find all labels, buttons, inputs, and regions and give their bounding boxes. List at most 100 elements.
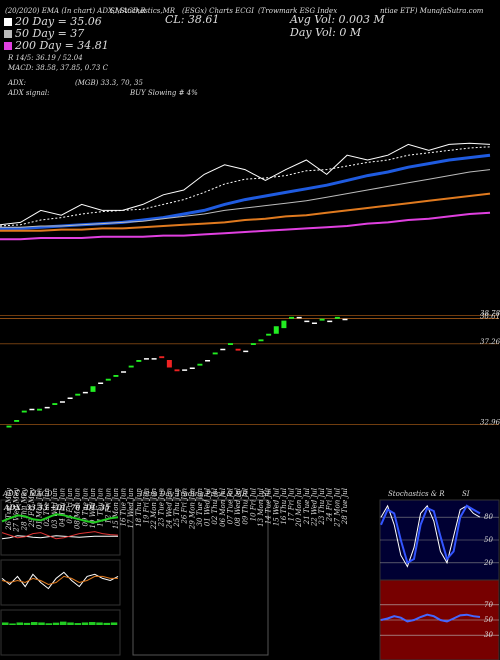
hist-box xyxy=(0,609,121,656)
y-tick-label: 38.61 xyxy=(480,313,500,321)
x-tick-label: 17 Fri Jul xyxy=(288,488,296,521)
series-line xyxy=(1,571,119,590)
panel-title: ADX & MACD xyxy=(2,490,53,498)
histogram-bar xyxy=(96,622,103,625)
x-tick-label: 02 Tue Jun xyxy=(43,488,51,527)
header-text: ntiae ETF) MunafaSutra.com xyxy=(380,7,484,15)
candle-body xyxy=(311,322,317,324)
candle-body xyxy=(220,348,226,351)
candle-body xyxy=(266,333,272,336)
candle-body xyxy=(212,352,218,355)
legend-label: 200 Day = 34.81 xyxy=(14,39,109,52)
header-text: SI,Stochastics,MR xyxy=(110,7,176,15)
candle-body xyxy=(289,316,295,319)
candle-body xyxy=(90,386,96,392)
y-tick-label: 30 xyxy=(484,631,493,639)
series-line xyxy=(1,575,118,586)
series-line xyxy=(0,146,491,227)
candle-body xyxy=(52,403,58,405)
x-tick-label: 14 Tue Jul xyxy=(265,488,273,524)
x-tick-label: 01 Mon Jun xyxy=(36,488,44,530)
series-line xyxy=(380,613,481,623)
candle-body xyxy=(67,397,73,399)
histogram-bar xyxy=(110,622,118,625)
y-tick-label: 20 xyxy=(483,559,493,567)
y-tick-label: 37.26 xyxy=(480,338,500,346)
panel-title: Intra Day Trading Price & MR xyxy=(139,490,248,498)
candle-body xyxy=(121,371,127,373)
header-text: (Trowmark ESG Index xyxy=(258,7,337,15)
panel-title: SI xyxy=(262,490,270,498)
header-text: (20/2020) EMA (In chart) ADX,MACD,R xyxy=(5,7,146,15)
candle-body xyxy=(143,358,149,360)
adx-label: ADX: xyxy=(7,79,26,87)
candle-body xyxy=(235,348,241,351)
candle-body xyxy=(327,320,333,323)
panel-legend: ADX: 33.33 +DI: 70 -DI: 35 xyxy=(3,503,110,512)
candle-body xyxy=(159,356,165,359)
candle-body xyxy=(296,316,302,319)
candle-body xyxy=(319,318,325,321)
x-tick-label: 03 Wed Jun xyxy=(51,488,59,529)
candle-body xyxy=(273,326,279,334)
series-line xyxy=(0,142,491,226)
header-text: (ESGx) Charts ECGI xyxy=(182,7,254,15)
x-tick-label: 09 Thu Jul xyxy=(242,488,250,525)
candle-body xyxy=(136,360,142,362)
x-tick-label: 10 Wed Jun xyxy=(89,488,97,529)
x-tick-label: 24 Wed Jun xyxy=(165,488,173,530)
legend-swatch xyxy=(4,18,12,26)
avg-vol: Avg Vol: 0.003 M xyxy=(289,13,386,26)
x-tick-label: 07 Tue Jul xyxy=(226,488,234,524)
candle-body xyxy=(37,408,43,411)
legend-label: 20 Day = 35.06 xyxy=(14,15,102,28)
histogram-bar xyxy=(16,622,24,625)
histogram-bar xyxy=(52,622,60,625)
series-line xyxy=(0,211,491,241)
candle-body xyxy=(29,408,35,411)
candle-body xyxy=(334,316,340,319)
series-line xyxy=(0,192,491,232)
indicator: MACD: 38.58, 37.85, 0.73 C xyxy=(7,64,109,72)
series-line xyxy=(1,513,119,524)
series-line xyxy=(1,535,118,540)
x-tick-label: 16 Tue Jun xyxy=(120,488,128,527)
x-tick-label: 11 Thu Jun xyxy=(97,488,105,527)
candle-body xyxy=(166,360,172,368)
candle-body xyxy=(75,393,81,396)
y-tick-label: 32.96 xyxy=(480,419,500,427)
series-line xyxy=(380,504,481,565)
x-tick-label: 27 Mon Jul xyxy=(333,488,341,528)
histogram-bar xyxy=(9,623,16,625)
x-tick-label: 24 Fri Jul xyxy=(326,488,334,522)
x-tick-label: 28 Tue Jul xyxy=(341,488,349,525)
adx-values: (MGB) 33.3, 70, 35 xyxy=(75,79,143,87)
candle-body xyxy=(281,320,287,329)
series-line xyxy=(0,169,491,228)
y-tick-label: 50 xyxy=(484,616,493,624)
x-tick-label: 17 Wed Jun xyxy=(127,488,135,529)
x-tick-label: 10 Fri Jul xyxy=(249,488,257,521)
x-tick-label: 26 Fri Jun xyxy=(181,488,189,525)
x-tick-label: 13 Mon Jul xyxy=(257,488,265,527)
x-tick-label: 04 Thu Jun xyxy=(58,488,66,527)
candle-body xyxy=(6,425,12,428)
legend-swatch xyxy=(4,30,12,38)
x-tick-label: 15 Wed Jul xyxy=(272,488,280,526)
x-tick-label: 19 Fri Jun xyxy=(142,488,150,524)
adx-box xyxy=(0,499,121,556)
candle-body xyxy=(258,339,264,342)
indicator: R 14/5: 36.19 / 52.04 xyxy=(7,54,83,62)
candle-body xyxy=(227,343,233,345)
candle-body xyxy=(113,375,119,377)
series-line xyxy=(1,531,119,540)
candle-body xyxy=(128,365,134,368)
x-tick-label: 23 Thu Jul xyxy=(318,488,326,526)
x-tick-label: 22 Mon Jun xyxy=(150,488,158,531)
candle-body xyxy=(21,410,27,413)
candle-body xyxy=(105,378,111,381)
histogram-bar xyxy=(74,623,82,625)
adx-signal: BUY Slowing # 4% xyxy=(129,89,198,97)
x-tick-label: 30 Tue Jun xyxy=(196,488,204,527)
legend-label: 50 Day = 37 xyxy=(15,27,84,40)
